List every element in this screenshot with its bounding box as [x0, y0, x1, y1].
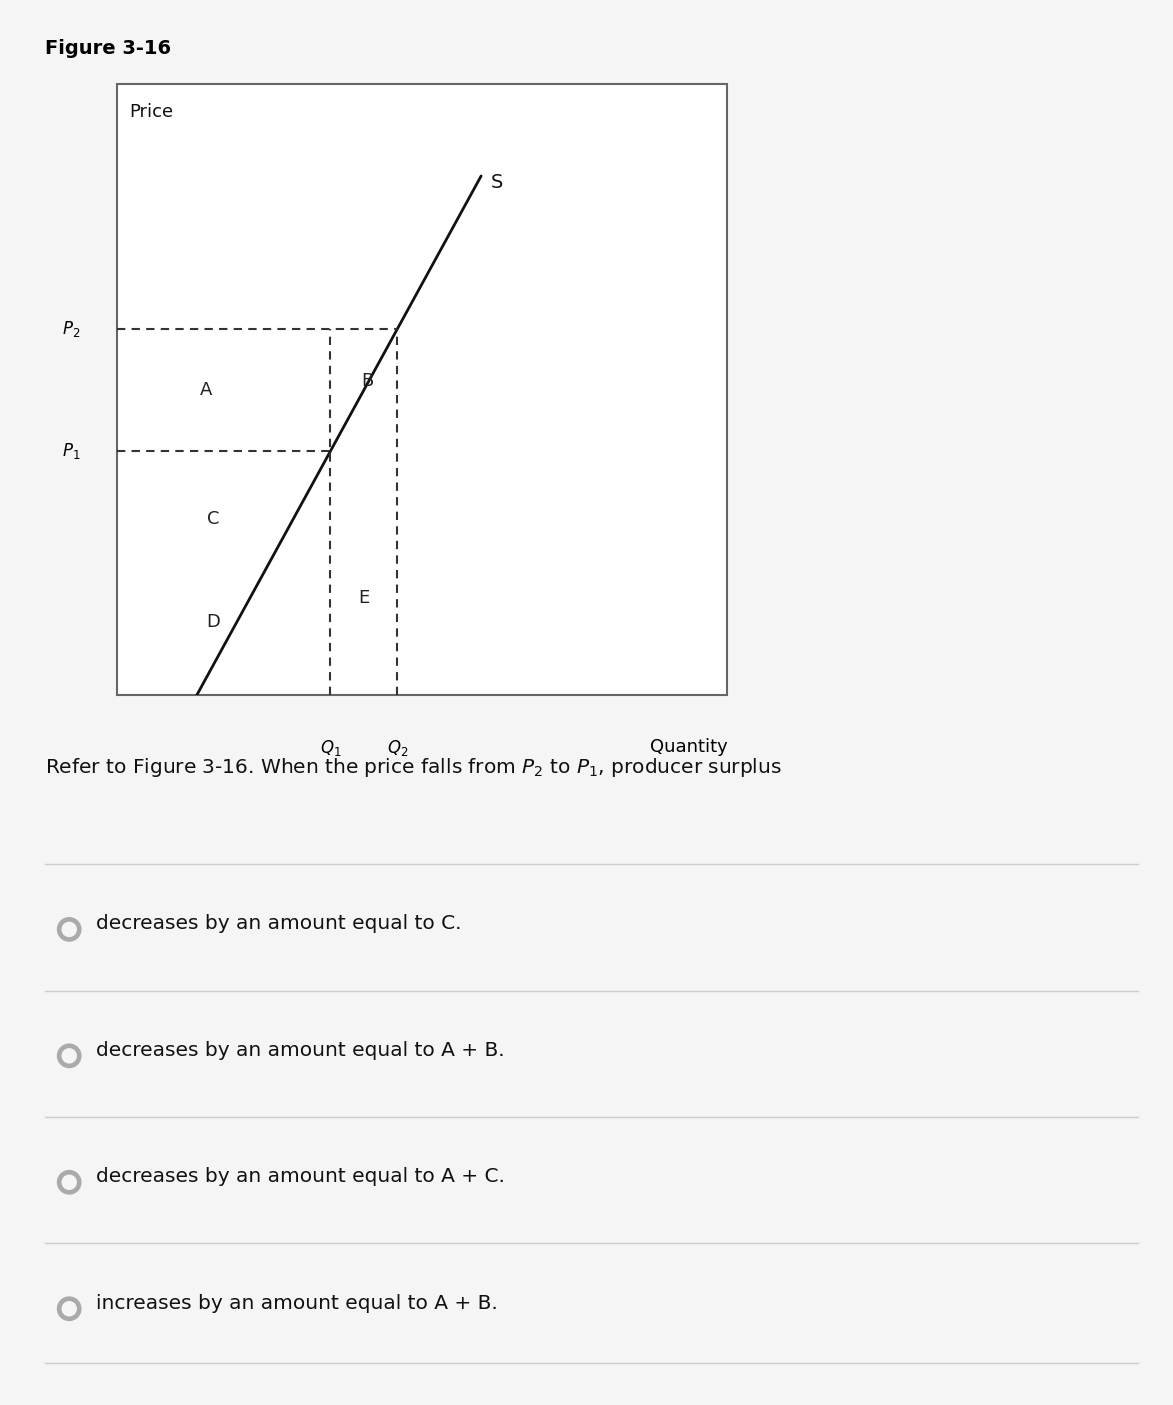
Text: C: C [206, 510, 219, 528]
Text: $Q_1$: $Q_1$ [320, 738, 341, 759]
Text: decreases by an amount equal to C.: decreases by an amount equal to C. [96, 915, 462, 933]
Text: Price: Price [129, 103, 174, 121]
Circle shape [56, 1170, 82, 1194]
Text: increases by an amount equal to A + B.: increases by an amount equal to A + B. [96, 1294, 497, 1312]
Text: decreases by an amount equal to A + C.: decreases by an amount equal to A + C. [96, 1168, 506, 1186]
Circle shape [61, 1175, 77, 1190]
Circle shape [56, 1044, 82, 1068]
Text: Quantity: Quantity [650, 738, 727, 756]
Text: $Q_2$: $Q_2$ [387, 738, 408, 759]
Text: decreases by an amount equal to A + B.: decreases by an amount equal to A + B. [96, 1041, 504, 1059]
Text: $P_1$: $P_1$ [62, 441, 81, 461]
Circle shape [61, 1301, 77, 1316]
Circle shape [61, 1048, 77, 1064]
Text: D: D [206, 613, 221, 631]
Text: Refer to Figure 3-16. When the price falls from $P_2$ to $P_1$, producer surplus: Refer to Figure 3-16. When the price fal… [45, 756, 781, 778]
Text: E: E [358, 589, 369, 607]
Text: $P_2$: $P_2$ [62, 319, 81, 339]
Circle shape [61, 922, 77, 937]
Circle shape [56, 917, 82, 941]
Text: Figure 3-16: Figure 3-16 [45, 39, 171, 59]
Text: S: S [490, 173, 503, 191]
Circle shape [56, 1297, 82, 1321]
Text: B: B [361, 372, 373, 389]
Text: A: A [199, 381, 212, 399]
